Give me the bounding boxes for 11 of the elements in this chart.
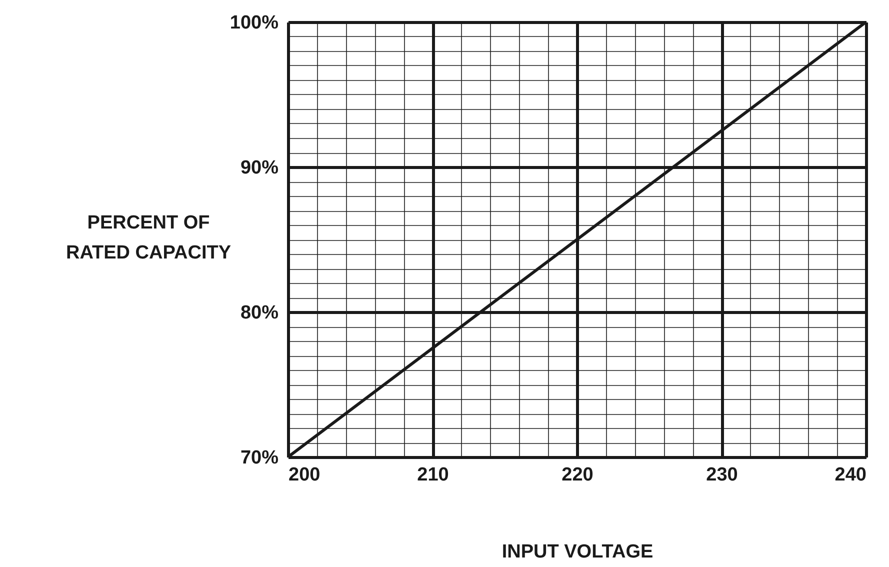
y-axis-title: PERCENT OF RATED CAPACITY	[66, 212, 232, 264]
x-tick-label: 230	[706, 464, 738, 486]
x-tick-label: 210	[417, 464, 449, 486]
y-tick-label: 100%	[230, 12, 279, 34]
x-axis-title: INPUT VOLTAGE	[502, 542, 654, 562]
y-tick-label: 90%	[240, 158, 279, 178]
x-tick-label: 240	[834, 464, 866, 486]
x-tick-label: 220	[562, 464, 594, 486]
y-tick-label: 70%	[240, 448, 279, 468]
x-tick-label: 200	[288, 464, 320, 486]
y-tick-label: 80%	[240, 302, 279, 324]
